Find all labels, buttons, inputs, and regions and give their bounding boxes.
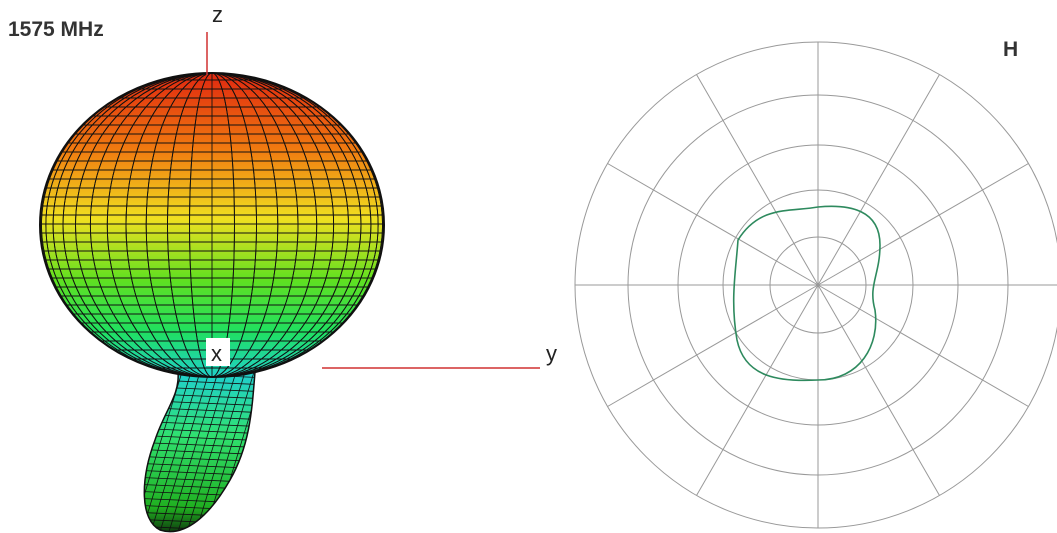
mesh-line: [145, 73, 279, 377]
mesh-line: [149, 372, 201, 532]
polar-spoke: [607, 163, 819, 286]
polar-spoke: [817, 284, 1029, 407]
polar-spoke: [607, 284, 819, 407]
mesh-line: [62, 73, 362, 377]
mesh-line: [189, 73, 235, 377]
mesh-line: [52, 73, 372, 377]
plane-label: H: [1003, 38, 1018, 61]
mesh-line: [167, 73, 257, 377]
z-label: z: [212, 2, 223, 27]
pattern-3d: [39, 72, 385, 533]
mesh-line: [176, 372, 228, 532]
mesh-line: [75, 73, 349, 377]
mesh-line: [158, 372, 210, 532]
polar-spoke: [696, 284, 819, 496]
mesh-line: [106, 73, 318, 377]
mesh-line: [41, 73, 383, 377]
mesh-line: [89, 73, 335, 377]
h-plane-pattern: [732, 205, 881, 382]
mesh-line: [194, 372, 246, 532]
polar-grid: [574, 41, 1057, 529]
polar-spoke: [696, 74, 819, 286]
polar-spoke: [817, 74, 940, 286]
mesh-line: [144, 372, 183, 532]
mesh-line: [45, 73, 379, 377]
polar-spoke: [817, 284, 940, 496]
mesh-line: [185, 372, 237, 532]
y-label: y: [546, 341, 557, 366]
polar-spoke: [817, 163, 1029, 286]
mesh-line: [144, 525, 255, 532]
mesh-line: [167, 372, 219, 532]
x-label-box: [206, 338, 230, 366]
mesh-line: [125, 73, 299, 377]
mesh-line: [144, 372, 192, 532]
frequency-label: 1575 MHz: [8, 18, 104, 41]
x-label: x: [211, 341, 222, 366]
